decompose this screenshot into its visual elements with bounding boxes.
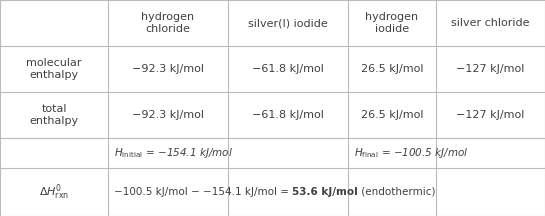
Text: 26.5 kJ/mol: 26.5 kJ/mol bbox=[361, 110, 423, 120]
Text: $H_{\mathrm{initial}}$ = −154.1 kJ/mol: $H_{\mathrm{initial}}$ = −154.1 kJ/mol bbox=[114, 146, 233, 160]
Text: (endothermic): (endothermic) bbox=[358, 187, 435, 197]
Text: 53.6 kJ/mol: 53.6 kJ/mol bbox=[292, 187, 358, 197]
Text: silver chloride: silver chloride bbox=[451, 18, 530, 28]
Text: hydrogen
iodide: hydrogen iodide bbox=[366, 12, 419, 34]
Text: −127 kJ/mol: −127 kJ/mol bbox=[456, 64, 525, 74]
Text: hydrogen
chloride: hydrogen chloride bbox=[142, 12, 195, 34]
Text: −61.8 kJ/mol: −61.8 kJ/mol bbox=[252, 64, 324, 74]
Text: molecular
enthalpy: molecular enthalpy bbox=[26, 58, 82, 80]
Text: silver(I) iodide: silver(I) iodide bbox=[248, 18, 328, 28]
Text: −61.8 kJ/mol: −61.8 kJ/mol bbox=[252, 110, 324, 120]
Text: −127 kJ/mol: −127 kJ/mol bbox=[456, 110, 525, 120]
Text: −92.3 kJ/mol: −92.3 kJ/mol bbox=[132, 110, 204, 120]
Text: total
enthalpy: total enthalpy bbox=[29, 104, 78, 126]
Text: 26.5 kJ/mol: 26.5 kJ/mol bbox=[361, 64, 423, 74]
Text: −92.3 kJ/mol: −92.3 kJ/mol bbox=[132, 64, 204, 74]
Text: −100.5 kJ/mol − −154.1 kJ/mol =: −100.5 kJ/mol − −154.1 kJ/mol = bbox=[114, 187, 292, 197]
Text: $\Delta H^0_{\mathrm{rxn}}$: $\Delta H^0_{\mathrm{rxn}}$ bbox=[39, 182, 69, 202]
Text: $H_{\mathrm{final}}$ = −100.5 kJ/mol: $H_{\mathrm{final}}$ = −100.5 kJ/mol bbox=[354, 146, 469, 160]
